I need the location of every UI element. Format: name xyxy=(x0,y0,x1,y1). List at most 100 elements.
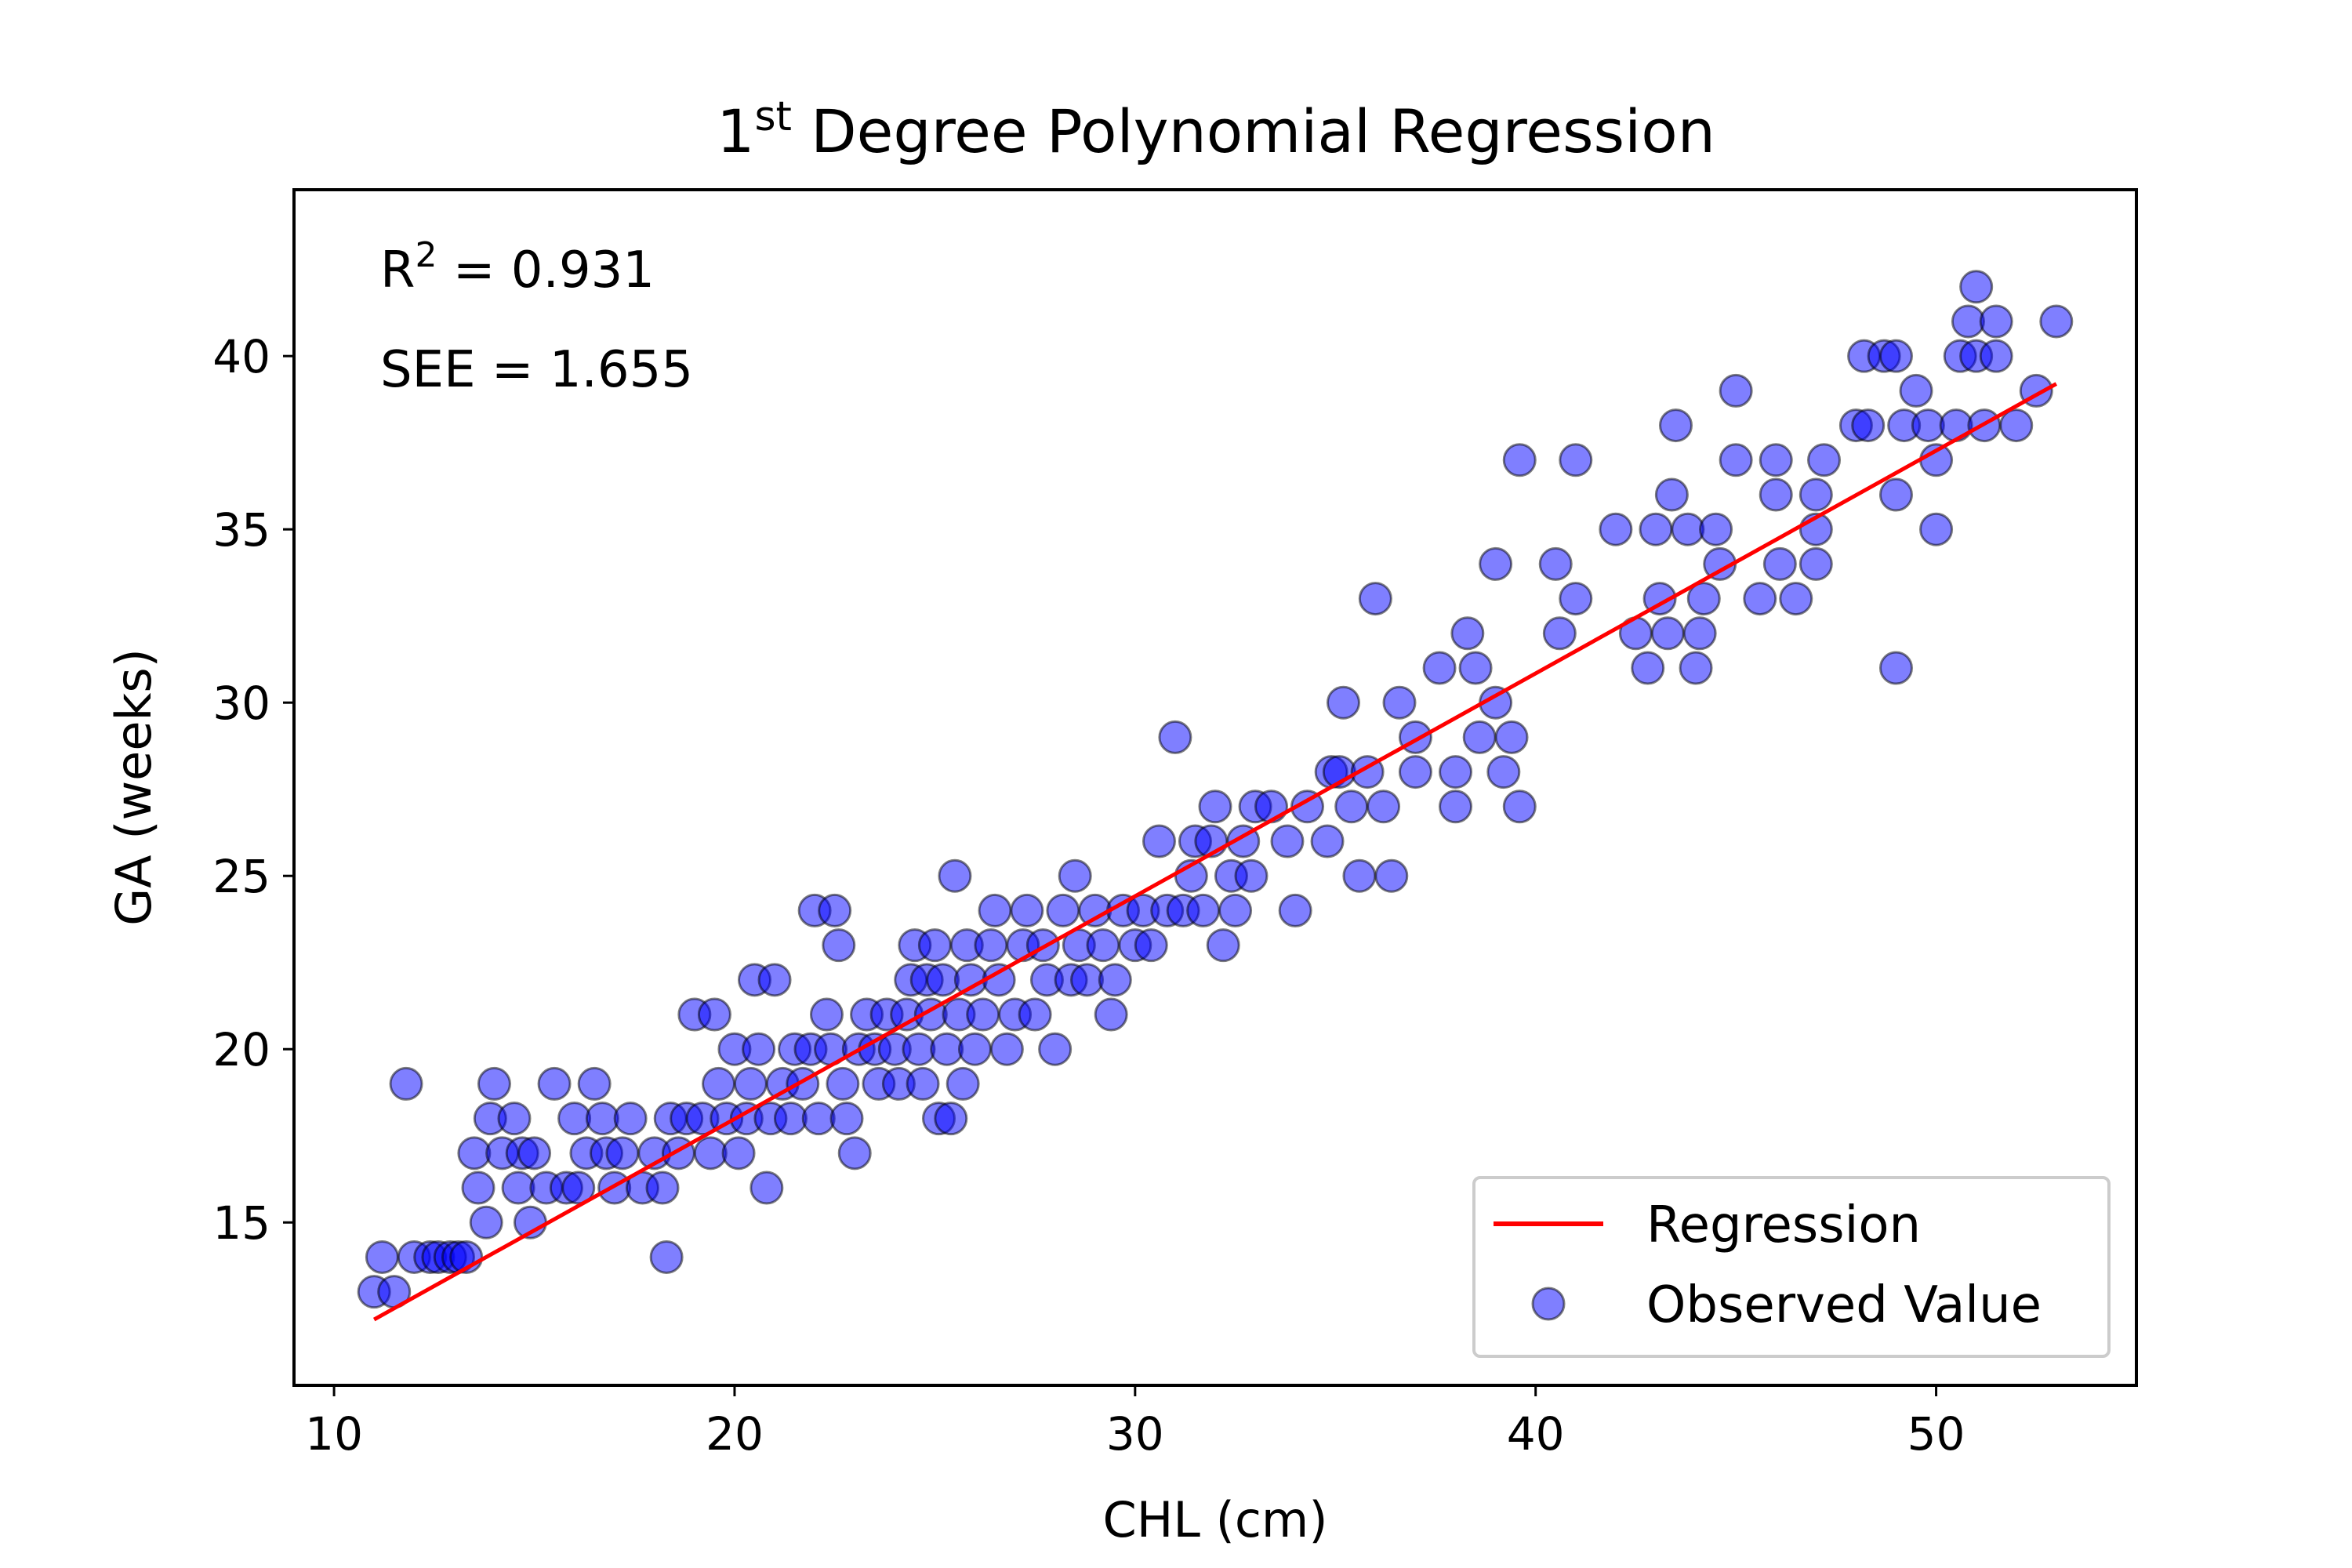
legend-observed-label: Observed Value xyxy=(1646,1276,2042,1334)
observed-point xyxy=(1086,928,1120,963)
observed-point xyxy=(721,1136,756,1171)
chart-title-rest: Degree Polynomial Regression xyxy=(792,96,1715,166)
chart-title-superscript: st xyxy=(754,93,791,140)
legend-observed-swatch xyxy=(1531,1287,1566,1321)
observed-point xyxy=(1899,373,1933,408)
observed-point xyxy=(497,1102,532,1136)
chart-title-prefix: 1 xyxy=(717,96,754,166)
observed-point xyxy=(1374,858,1409,893)
observed-point xyxy=(1559,582,1593,616)
observed-point xyxy=(1779,582,1813,616)
observed-point xyxy=(461,1171,495,1205)
observed-point xyxy=(613,1102,648,1136)
observed-point xyxy=(1094,997,1128,1032)
observed-point xyxy=(1198,789,1232,824)
r-squared-prefix: R xyxy=(380,241,415,299)
observed-point xyxy=(577,1066,612,1101)
observed-point xyxy=(974,928,1008,963)
observed-point xyxy=(742,1032,776,1066)
observed-point xyxy=(829,1102,864,1136)
observed-point xyxy=(1439,789,1473,824)
observed-point xyxy=(1654,477,1689,512)
observed-point xyxy=(966,997,1000,1032)
observed-point xyxy=(837,1136,872,1171)
y-tick-label: 20 xyxy=(212,1023,270,1076)
observed-point xyxy=(1134,928,1168,963)
r-squared-annotation: R2 = 0.931 xyxy=(380,235,655,299)
observed-point xyxy=(1650,616,1685,651)
observed-point xyxy=(1038,1032,1073,1066)
observed-point xyxy=(1686,582,1721,616)
observed-point xyxy=(1682,616,1717,651)
observed-point xyxy=(1018,997,1052,1032)
observed-point xyxy=(1098,963,1132,997)
observed-point xyxy=(557,1102,592,1136)
observed-point xyxy=(1538,546,1573,581)
observed-point xyxy=(1502,789,1537,824)
observed-point xyxy=(1334,789,1369,824)
observed-point xyxy=(1798,477,1833,512)
see-annotation: SEE = 1.655 xyxy=(380,341,693,399)
observed-point xyxy=(926,963,960,997)
observed-point xyxy=(773,1102,808,1136)
observed-point xyxy=(822,928,856,963)
observed-point xyxy=(1439,755,1473,789)
x-tick-label: 10 xyxy=(305,1407,363,1461)
observed-point xyxy=(1719,443,1753,477)
observed-point xyxy=(1326,685,1360,720)
observed-point xyxy=(697,997,731,1032)
observed-point xyxy=(1959,270,1994,304)
legend-box xyxy=(1472,1176,2111,1358)
observed-point xyxy=(930,1032,964,1066)
observed-point xyxy=(1367,789,1401,824)
y-tick-label: 15 xyxy=(212,1196,270,1250)
observed-point xyxy=(1382,685,1417,720)
legend: Regression Observed Value xyxy=(1472,1176,2111,1358)
x-tick-label: 20 xyxy=(706,1407,764,1461)
observed-point xyxy=(1951,304,1985,339)
y-tick-label: 40 xyxy=(212,330,270,383)
x-axis-ticks: 10 20 30 40 50 xyxy=(305,1385,1965,1461)
observed-point xyxy=(1502,443,1537,477)
regression-line xyxy=(372,382,2058,1322)
x-axis-label: CHL (cm) xyxy=(1102,1491,1327,1548)
r-squared-value: = 0.931 xyxy=(437,241,655,299)
observed-point xyxy=(585,1102,619,1136)
observed-point xyxy=(1878,651,1913,685)
observed-point xyxy=(906,1066,940,1101)
observed-point xyxy=(818,893,852,927)
observed-point xyxy=(1450,616,1485,651)
observed-point xyxy=(1699,512,1733,546)
observed-point xyxy=(2039,304,2074,339)
observed-point xyxy=(826,1066,860,1101)
observed-point xyxy=(902,1032,936,1066)
observed-point xyxy=(1759,477,1793,512)
observed-point xyxy=(1398,755,1432,789)
observed-point xyxy=(1494,720,1529,754)
observed-point xyxy=(1639,512,1673,546)
observed-point xyxy=(1486,755,1521,789)
x-tick-label: 40 xyxy=(1507,1407,1565,1461)
observed-point xyxy=(517,1136,552,1171)
observed-point xyxy=(1206,928,1240,963)
observed-point xyxy=(1911,408,1945,443)
observed-point xyxy=(1186,893,1221,927)
chart-title: 1st Degree Polynomial Regression xyxy=(717,93,1715,166)
observed-point xyxy=(1058,858,1092,893)
x-tick-label: 50 xyxy=(1907,1407,1965,1461)
observed-point xyxy=(1999,408,2034,443)
observed-point xyxy=(389,1066,423,1101)
observed-point xyxy=(1979,339,2013,373)
observed-point xyxy=(1270,824,1305,858)
observed-point xyxy=(693,1136,728,1171)
observed-point xyxy=(750,1171,784,1205)
observed-point xyxy=(809,997,844,1032)
observed-point xyxy=(946,1066,980,1101)
observed-point xyxy=(1290,789,1324,824)
observed-point xyxy=(702,1066,736,1101)
observed-point xyxy=(934,1102,968,1136)
observed-point xyxy=(1979,304,2013,339)
observed-point xyxy=(1807,443,1842,477)
observed-point xyxy=(1762,546,1797,581)
